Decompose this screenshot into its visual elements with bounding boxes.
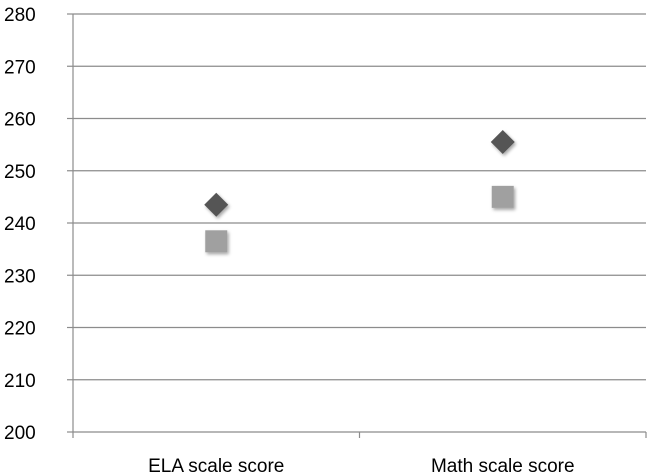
y-tick-label: 240 <box>4 214 36 235</box>
x-category-label: Math scale score <box>431 456 575 476</box>
y-tick-labels: 200 210 220 230 240 250 260 270 280 <box>4 5 36 444</box>
y-tick-label: 200 <box>4 423 36 444</box>
y-tick-label: 270 <box>4 57 36 78</box>
x-category-label: ELA scale score <box>148 456 284 476</box>
y-tick-label: 250 <box>4 162 36 183</box>
data-points <box>204 130 515 253</box>
gridlines <box>73 13 646 381</box>
y-tick-label: 260 <box>4 110 36 131</box>
diamond-marker <box>204 192 229 217</box>
y-tick-label: 280 <box>4 5 36 26</box>
y-tick-label: 220 <box>4 319 36 340</box>
square-marker <box>491 185 514 208</box>
axes <box>67 13 647 438</box>
diamond-marker <box>490 130 515 155</box>
y-tick-label: 210 <box>4 371 36 392</box>
square-marker <box>205 230 228 253</box>
y-tick-label: 230 <box>4 266 36 287</box>
x-category-labels: ELA scale score Math scale score <box>148 456 574 476</box>
